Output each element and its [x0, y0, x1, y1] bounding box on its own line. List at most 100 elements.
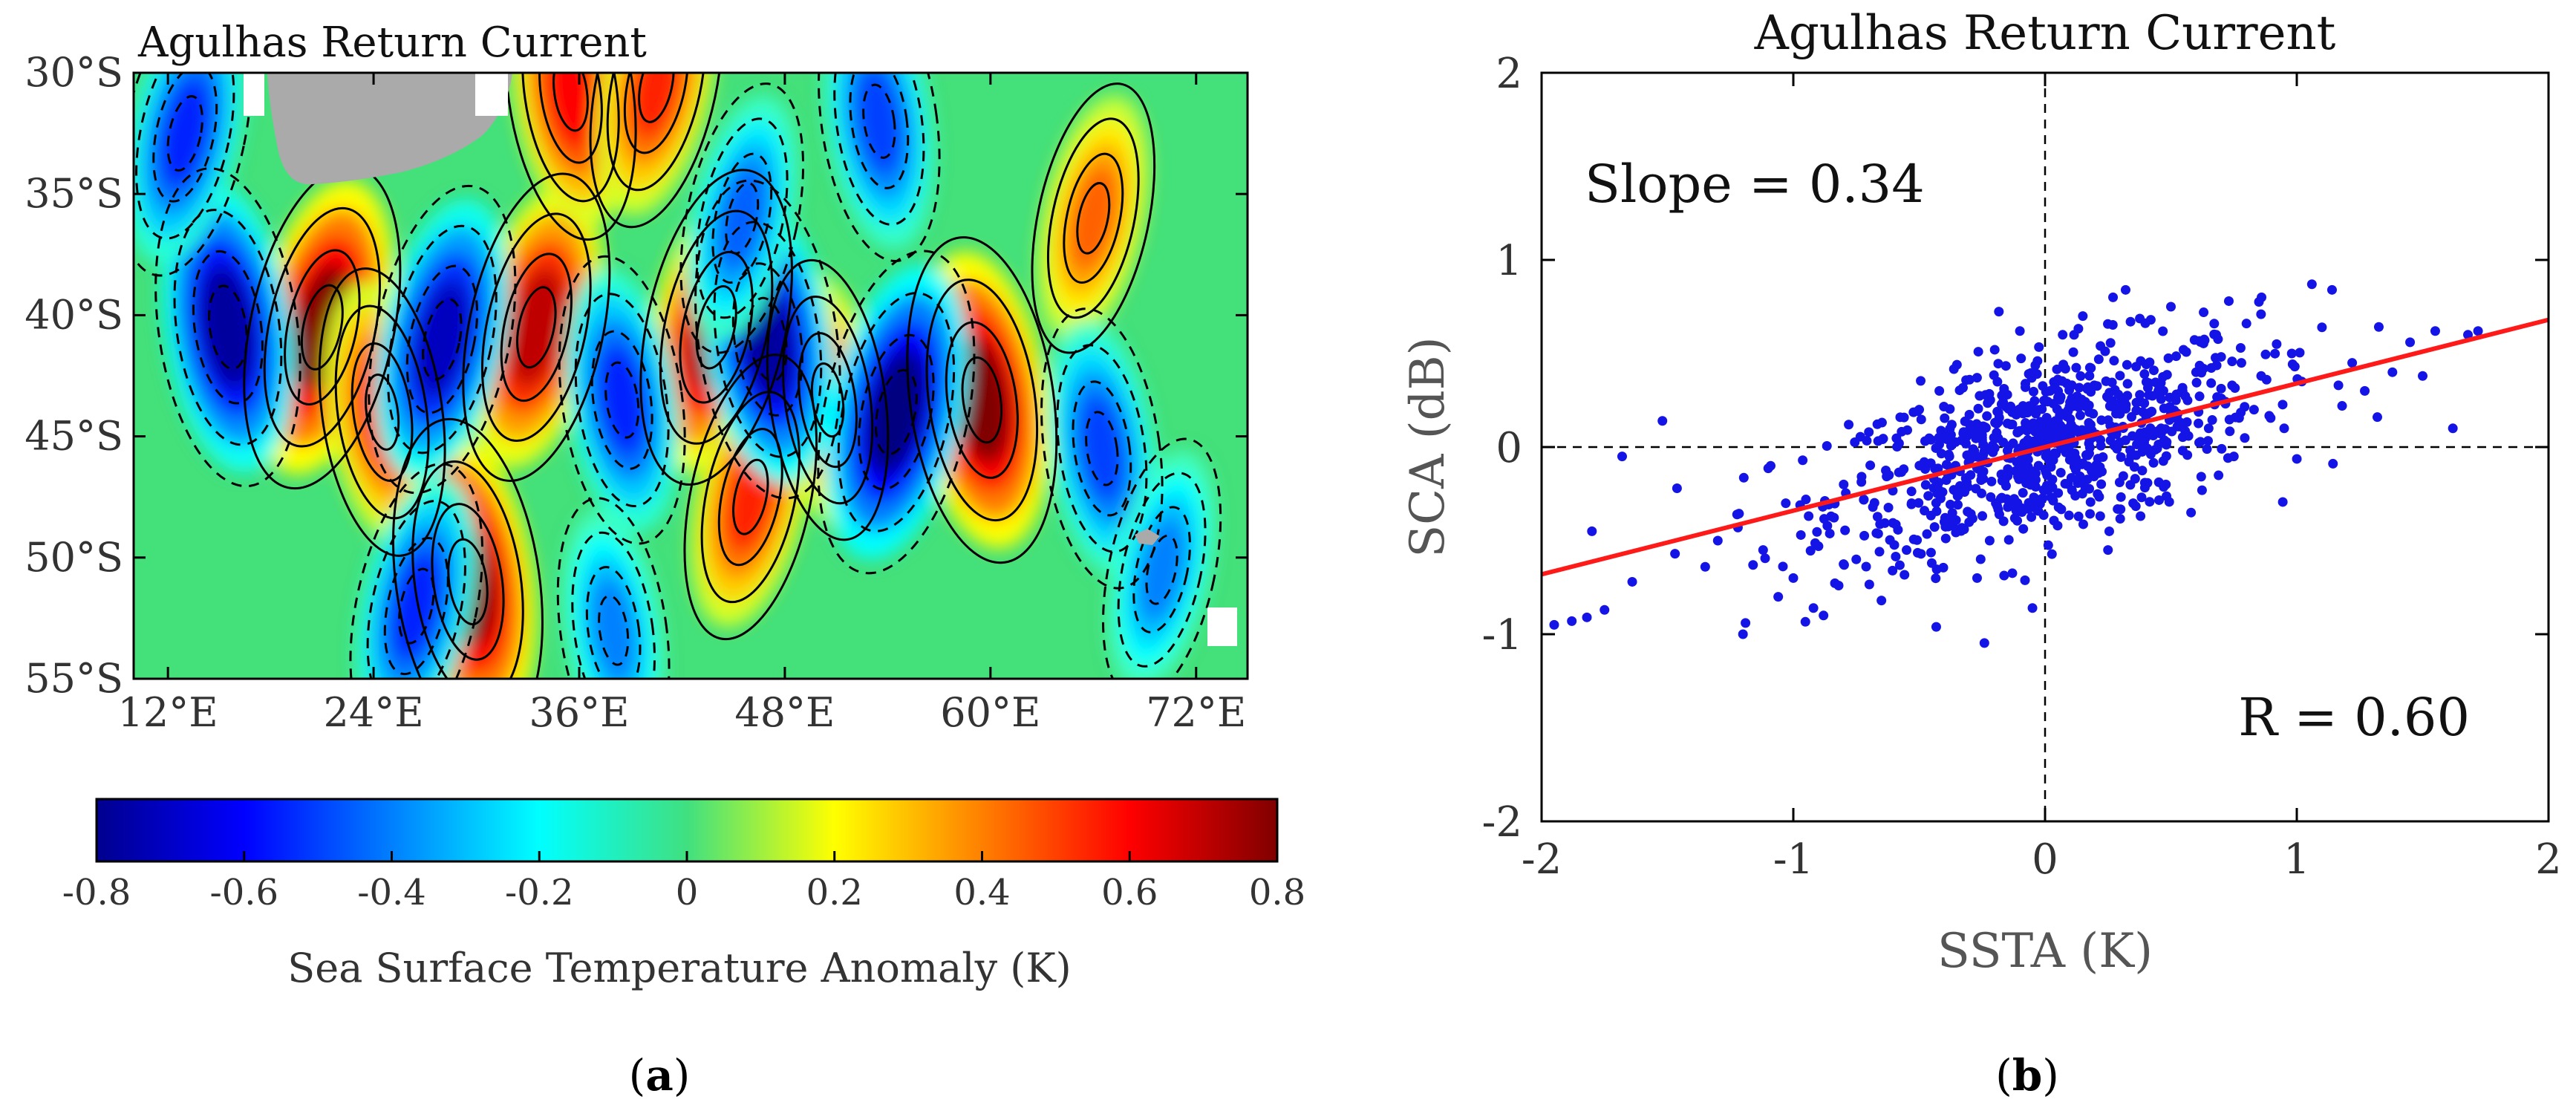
scatter-point [2207, 415, 2217, 426]
sca-contour [1031, 82, 1156, 354]
scatter-point [1975, 554, 1986, 564]
scatter-point [1926, 510, 1936, 521]
anomaly-blob [1037, 95, 1150, 342]
sca-contour [725, 182, 760, 255]
map-title: Agulhas Return Current [137, 19, 647, 67]
scatter-point [1998, 516, 2009, 527]
scatter-point [2139, 369, 2150, 379]
scatter-point [1879, 518, 1890, 528]
scatter-point [1916, 414, 1926, 425]
scatter-point [2078, 519, 2088, 529]
scatter-point [2234, 413, 2244, 423]
scatter-x-tick-label: 1 [2283, 835, 2310, 884]
scatter-y-tick-label: -1 [1481, 611, 1522, 659]
r-annotation: R = 0.60 [2238, 687, 2470, 748]
scatter-point [1994, 307, 2004, 317]
scatter-point [1788, 573, 1799, 583]
scatter-point [1926, 547, 1936, 558]
scatter-point [2120, 284, 2130, 295]
scatter-point [2130, 501, 2141, 512]
land-mask [244, 73, 1237, 646]
scatter-point [2216, 383, 2226, 394]
contour-group [694, 179, 841, 500]
scatter-point [1957, 523, 1967, 533]
scatter-point [1931, 573, 1941, 584]
sca-contour [1132, 506, 1191, 633]
colorbar-tick-label: -0.6 [209, 872, 278, 913]
scatter-point [1949, 485, 1959, 495]
anomaly-blob [596, 73, 717, 215]
scatter-point [2066, 426, 2076, 436]
scatter-point [2131, 362, 2142, 372]
scatter-point [2107, 377, 2117, 388]
scatter-point [2202, 444, 2212, 454]
scatter-point [2080, 482, 2090, 492]
scatter-point [2230, 382, 2240, 393]
colorbar-tick-label: 0.4 [953, 872, 1010, 913]
scatter-point [2043, 540, 2053, 550]
scatter-point [1906, 486, 1917, 497]
scatter-x-tick-label: 2 [2535, 835, 2562, 884]
scatter-point [2009, 494, 2019, 504]
sca-contour [731, 262, 803, 417]
scatter-point [2224, 414, 2234, 425]
scatter-point [1700, 561, 1710, 572]
scatter-point [1963, 482, 1973, 492]
missing-data-patch [475, 73, 508, 116]
scatter-point [1865, 460, 1876, 471]
scatter-point [2067, 485, 2077, 495]
scatter-point [1883, 502, 1894, 512]
scatter-point [2052, 404, 2062, 414]
scatter-point [1973, 403, 1983, 414]
scatter-point [1920, 464, 1931, 475]
scatter-point [1889, 540, 1900, 550]
scatter-point [2249, 405, 2259, 415]
scatter-point [2241, 319, 2251, 329]
sca-contour [556, 497, 671, 679]
sca-contour [192, 250, 264, 405]
sca-contour [405, 264, 479, 414]
scatter-point [2035, 423, 2046, 433]
scatter-point [1969, 446, 1980, 456]
scatter-y-axis-label: SCA (dB) [1401, 336, 1455, 557]
scatter-point [2033, 460, 2044, 471]
sca-contour [208, 284, 248, 371]
scatter-point [2145, 497, 2155, 507]
scatter-point [2227, 356, 2237, 367]
scatter-point [2225, 426, 2235, 437]
scatter-point [1798, 455, 1808, 466]
scatter-point [2039, 395, 2050, 405]
sca-contour [574, 293, 670, 508]
scatter-point [1876, 596, 1887, 606]
scatter-point [1819, 610, 1829, 621]
scatter-point [1825, 528, 1835, 538]
scatter-point [1973, 347, 1983, 357]
sca-contour [589, 73, 724, 229]
scatter-point [2138, 407, 2148, 417]
scatter-point [2038, 381, 2048, 391]
map-frame [132, 71, 1249, 680]
scatter-point [1805, 546, 1816, 556]
scatter-point [2182, 450, 2193, 460]
scatter-point [2162, 370, 2172, 380]
scatter-point [1999, 570, 2009, 581]
scatter-point [1986, 492, 1996, 502]
scatter-point [1933, 463, 1943, 474]
scatter-point [1954, 385, 1965, 396]
sca-contour [263, 206, 381, 448]
scatter-point [2082, 450, 2093, 460]
scatter-point [1940, 533, 1951, 544]
sca-contour [1117, 472, 1207, 668]
scatter-x-tick-label: -1 [1773, 835, 1814, 884]
scatter-point [2463, 330, 2474, 340]
scatter-point [1908, 407, 1919, 417]
scatter-point [2166, 302, 2176, 312]
scatter-point [2085, 420, 2096, 430]
scatter-point [2092, 381, 2102, 391]
scatter-point [1979, 638, 1989, 648]
scatter-point [2333, 380, 2344, 391]
scatter-point [1864, 579, 1874, 590]
scatter-point [2270, 348, 2280, 359]
scatter-point [1922, 529, 1932, 539]
